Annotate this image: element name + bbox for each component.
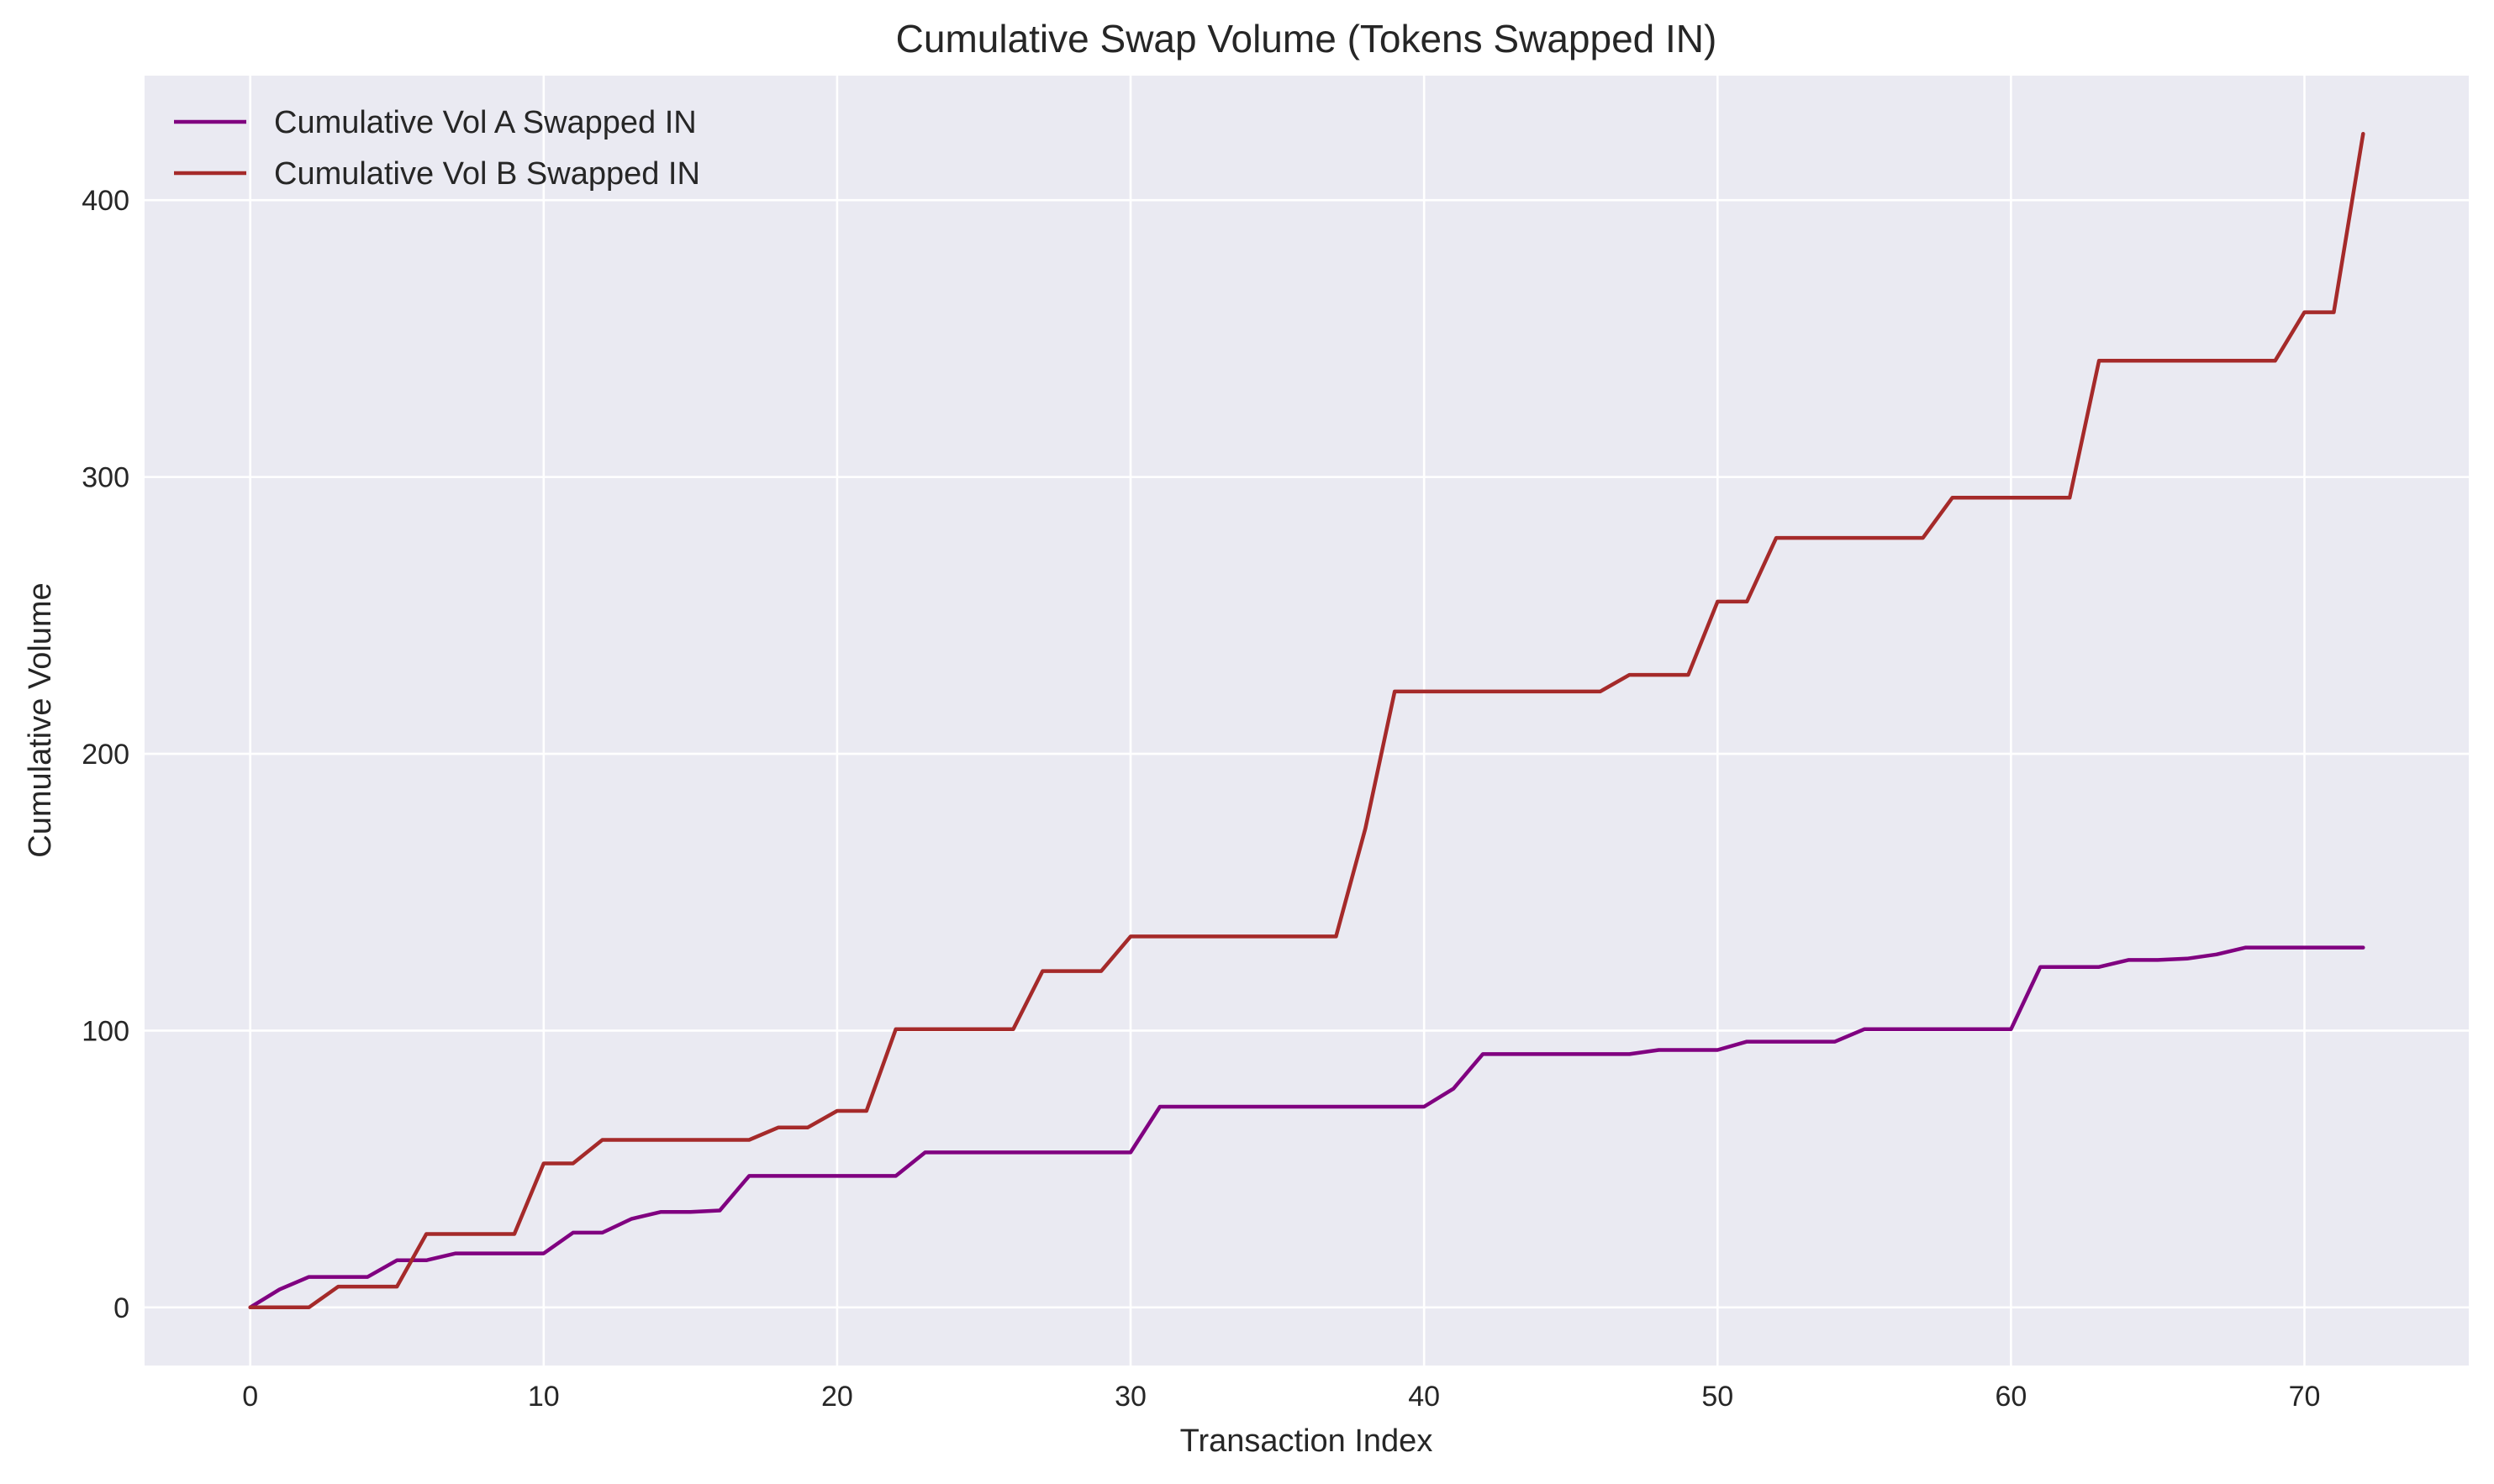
x-axis-label: Transaction Index [1180, 1423, 1433, 1459]
x-tick-labels: 0 10 20 30 40 50 60 70 [242, 1381, 2320, 1413]
x-tick-label: 70 [2289, 1381, 2321, 1413]
series-line-b [248, 131, 2365, 1310]
y-tick-label: 100 [82, 1015, 129, 1047]
x-tick-label: 10 [528, 1381, 560, 1413]
y-tick-labels: 0 100 200 300 400 [82, 185, 129, 1324]
x-tick-label: 30 [1115, 1381, 1147, 1413]
x-tick-label: 0 [242, 1381, 258, 1413]
y-tick-label: 200 [82, 739, 129, 771]
x-tick-label: 60 [1995, 1381, 2027, 1413]
x-tick-label: 50 [1701, 1381, 1733, 1413]
y-tick-label: 400 [82, 185, 129, 217]
chart-title: Cumulative Swap Volume (Tokens Swapped I… [896, 17, 1717, 61]
y-tick-label: 300 [82, 462, 129, 494]
legend-label: Cumulative Vol A Swapped IN [274, 105, 697, 140]
x-tick-label: 20 [821, 1381, 853, 1413]
x-tick-label: 40 [1408, 1381, 1440, 1413]
plot-area [145, 76, 2469, 1366]
y-axis-label: Cumulative Volume [23, 582, 58, 857]
series-line-a [248, 945, 2365, 1310]
legend: Cumulative Vol A Swapped IN Cumulative Vo… [174, 105, 700, 192]
legend-label: Cumulative Vol B Swapped IN [274, 156, 700, 192]
series-group [248, 131, 2365, 1310]
grid [145, 76, 2469, 1366]
y-tick-label: 0 [113, 1292, 129, 1324]
